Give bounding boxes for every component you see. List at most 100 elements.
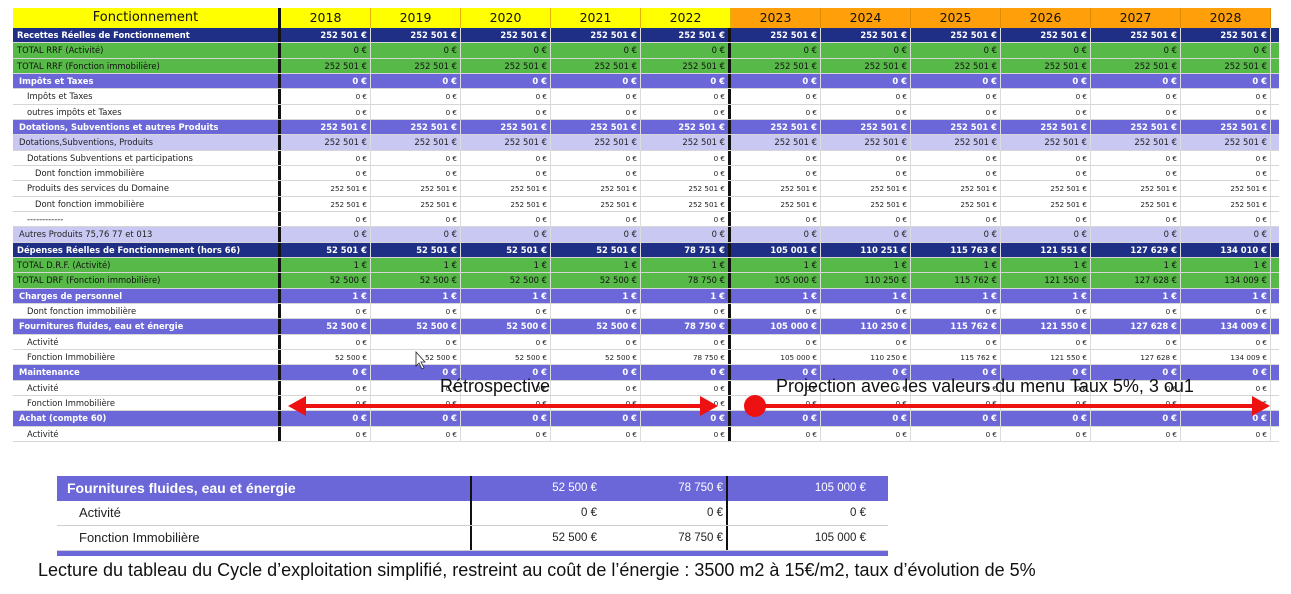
value-cell: 0 € (731, 411, 821, 426)
value-cell: 52 500 € (461, 349, 551, 365)
value-cell: 0 € (641, 73, 731, 89)
value-cell: 0 € (551, 73, 641, 89)
value-cell: 0 € (911, 380, 1001, 395)
value-cell: 1 € (461, 257, 551, 273)
value-cell: 0 € (821, 380, 911, 395)
table-row: Dotations,Subventions, Produits 252 501 €… (13, 135, 1279, 151)
zoom-cell: 0 € (850, 507, 866, 519)
value-cell: 0 € (371, 165, 461, 181)
column-separator (278, 227, 281, 242)
table-row: Dont fonction immobilière 0 €0 €0 €0 €0 €… (13, 165, 1279, 182)
table-row: TOTAL DRF (Fonction immobilière) 52 500 €… (13, 273, 1279, 289)
value-cell: 0 € (731, 73, 821, 89)
value-cell: 1 € (821, 288, 911, 303)
value-cell: 0 € (911, 165, 1001, 181)
value-cell: 0 € (551, 380, 641, 395)
table-row: outres impôts et Taxes 0 €0 €0 €0 €0 €0 €… (13, 104, 1279, 120)
year-header: 2020 (461, 8, 551, 28)
value-cell: 0 € (281, 227, 371, 242)
value-cell: 0 € (731, 150, 821, 165)
value-cell: 252 501 € (1001, 58, 1091, 73)
zoom-cell: 52 500 € (552, 482, 597, 494)
row-label: Dont fonction immobilière (35, 167, 145, 178)
value-cell: 0 € (1091, 165, 1181, 181)
value-cell: 0 € (641, 227, 731, 242)
value-cell: 1 € (461, 288, 551, 303)
table-row: Achat (compte 60) 0 €0 €0 €0 €0 €0 €0 €0 … (13, 411, 1279, 427)
value-cell: 52 500 € (371, 273, 461, 288)
value-cell: 105 000 € (731, 273, 821, 288)
zoom-row-energy: Fournitures fluides, eau et énergie 52 5… (57, 476, 888, 501)
value-cell: 252 501 € (821, 58, 911, 73)
table-row: Maintenance 0 €0 €0 €0 €0 €0 €0 €0 €0 €0 … (13, 365, 1279, 381)
value-cell: 0 € (371, 104, 461, 119)
column-separator (278, 135, 281, 150)
row-label: Fonction Immobilière (27, 351, 116, 362)
zoom-row-label: Fonction Immobilière (79, 530, 200, 545)
value-cell: 0 € (551, 89, 641, 104)
value-cell: 52 500 € (281, 273, 371, 288)
value-cell: 0 € (1181, 227, 1271, 242)
value-cell: 252 501 € (731, 181, 821, 196)
value-cell: 0 € (1091, 395, 1181, 411)
value-cell: 0 € (1181, 334, 1271, 349)
value-cell: 1 € (1181, 288, 1271, 303)
value-cell: 134 010 € (1181, 242, 1271, 257)
row-label: Activité (27, 382, 59, 393)
value-cell: 78 750 € (641, 273, 731, 288)
table-row: Dotations, Subventions et autres Produit… (13, 119, 1279, 136)
value-cell: 252 501 € (1181, 58, 1271, 73)
column-separator (278, 349, 281, 365)
value-cell: 127 628 € (1091, 349, 1181, 365)
value-cell: 1 € (1091, 288, 1181, 303)
zoom-row-label: Fournitures fluides, eau et énergie (67, 480, 296, 496)
table-row: Dont fonction immobilière 0 €0 €0 €0 €0 €… (13, 303, 1279, 320)
column-separator (278, 257, 281, 273)
value-cell: 0 € (461, 89, 551, 104)
value-cell: 0 € (551, 334, 641, 349)
year-header: 2023 (731, 8, 821, 28)
value-cell: 252 501 € (1091, 135, 1181, 150)
retrospective-label: Rétrospective (440, 376, 551, 396)
value-cell: 0 € (281, 211, 371, 227)
column-separator (278, 58, 281, 73)
value-cell: 252 501 € (371, 28, 461, 43)
value-cell: 0 € (281, 43, 371, 58)
value-cell: 252 501 € (1091, 119, 1181, 135)
table-row: Activité 0 €0 €0 €0 €0 €0 €0 €0 €0 €0 €0 … (13, 426, 1279, 442)
value-cell: 0 € (1001, 104, 1091, 119)
value-cell: 252 501 € (461, 181, 551, 196)
value-cell: 252 501 € (281, 135, 371, 150)
value-cell: 252 501 € (281, 196, 371, 211)
value-cell: 0 € (641, 426, 731, 441)
value-cell: 252 501 € (1001, 28, 1091, 43)
value-cell: 0 € (731, 43, 821, 58)
value-cell: 0 € (641, 150, 731, 165)
year-header: 2019 (371, 8, 461, 28)
table-row: Fonction Immobilière 52 500 €52 500 €52 5… (13, 349, 1279, 366)
value-cell: 0 € (731, 426, 821, 441)
value-cell: 52 500 € (371, 349, 461, 365)
value-cell: 0 € (911, 411, 1001, 426)
value-cell: 0 € (1091, 211, 1181, 227)
value-cell: 0 € (911, 227, 1001, 242)
value-cell: 0 € (371, 150, 461, 165)
value-cell: 1 € (1001, 257, 1091, 273)
value-cell: 0 € (1181, 303, 1271, 319)
value-cell: 0 € (551, 303, 641, 319)
value-cell: 0 € (911, 150, 1001, 165)
year-header: 2026 (1001, 8, 1091, 28)
table-row: ------------ 0 €0 €0 €0 €0 €0 €0 €0 €0 €0… (13, 211, 1279, 228)
value-cell: 252 501 € (1181, 135, 1271, 150)
value-cell: 252 501 € (1091, 28, 1181, 43)
value-cell: 252 501 € (371, 181, 461, 196)
zoom-bottom-band (57, 551, 888, 556)
value-cell: 0 € (371, 73, 461, 89)
value-cell: 252 501 € (551, 58, 641, 73)
zoom-row-activite: Activité 0 € 0 € 0 € (57, 501, 888, 526)
value-cell: 0 € (821, 334, 911, 349)
value-cell: 0 € (911, 104, 1001, 119)
value-cell: 0 € (641, 104, 731, 119)
value-cell: 0 € (1181, 211, 1271, 227)
value-cell: 0 € (1001, 395, 1091, 411)
